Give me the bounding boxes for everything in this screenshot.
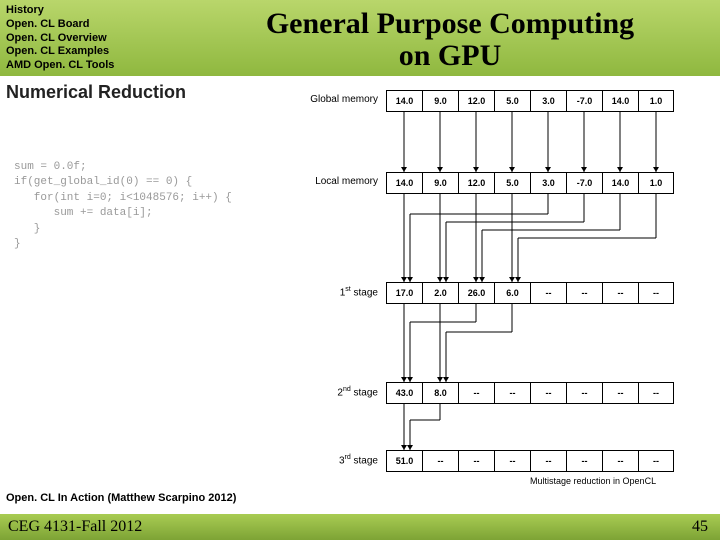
- code-block: sum = 0.0f; if(get_global_id(0) == 0) { …: [14, 160, 232, 252]
- citation: Open. CL In Action (Matthew Scarpino 201…: [6, 492, 236, 504]
- cell: 5.0: [494, 90, 530, 112]
- diagram-caption: Multistage reduction in OpenCL: [530, 476, 656, 486]
- cell: --: [530, 282, 566, 304]
- cell: --: [566, 450, 602, 472]
- cell: 17.0: [386, 282, 422, 304]
- cell: 14.0: [386, 172, 422, 194]
- row-label: Local memory: [300, 176, 378, 187]
- cell: 9.0: [422, 172, 458, 194]
- cell: 8.0: [422, 382, 458, 404]
- title-line2: on GPU: [399, 39, 502, 72]
- cell: 1.0: [638, 90, 674, 112]
- sidebar-links: HistoryOpen. CL BoardOpen. CL OverviewOp…: [6, 4, 114, 73]
- sidebar-link: Open. CL Board: [6, 18, 114, 32]
- cell: --: [422, 450, 458, 472]
- cell: --: [602, 382, 638, 404]
- cell-row: 14.09.012.05.03.0-7.014.01.0: [386, 172, 674, 194]
- row-label: 1st stage: [300, 286, 378, 298]
- cell-row: 17.02.026.06.0--------: [386, 282, 674, 304]
- cell: 2.0: [422, 282, 458, 304]
- sidebar-link: AMD Open. CL Tools: [6, 59, 114, 73]
- cell: --: [566, 382, 602, 404]
- footer-left: CEG 4131-Fall 2012: [8, 518, 142, 536]
- cell: 43.0: [386, 382, 422, 404]
- cell: 12.0: [458, 172, 494, 194]
- cell: --: [602, 450, 638, 472]
- reduction-diagram: Global memory14.09.012.05.03.0-7.014.01.…: [300, 82, 708, 482]
- cell-row: 51.0--------------: [386, 450, 674, 472]
- cell: 51.0: [386, 450, 422, 472]
- cell: --: [494, 450, 530, 472]
- cell: 14.0: [386, 90, 422, 112]
- title-line1: General Purpose Computing: [266, 7, 634, 40]
- cell: --: [638, 382, 674, 404]
- cell: 5.0: [494, 172, 530, 194]
- sidebar-link: History: [6, 4, 114, 18]
- cell-row: 43.08.0------------: [386, 382, 674, 404]
- cell-row: 14.09.012.05.03.0-7.014.01.0: [386, 90, 674, 112]
- cell: --: [530, 382, 566, 404]
- cell: --: [638, 282, 674, 304]
- sidebar-link: Open. CL Overview: [6, 32, 114, 46]
- cell: --: [458, 382, 494, 404]
- page-title: General Purpose Computing on GPU: [200, 8, 700, 71]
- cell: -7.0: [566, 90, 602, 112]
- footer-right: 45: [692, 518, 708, 536]
- sidebar-link: Open. CL Examples: [6, 45, 114, 59]
- section-heading: Numerical Reduction: [6, 82, 186, 103]
- cell: --: [458, 450, 494, 472]
- row-label: Global memory: [300, 94, 378, 105]
- cell: 6.0: [494, 282, 530, 304]
- row-label: 3rd stage: [300, 454, 378, 466]
- cell: --: [638, 450, 674, 472]
- row-label: 2nd stage: [300, 386, 378, 398]
- cell: --: [566, 282, 602, 304]
- cell: --: [602, 282, 638, 304]
- cell: 12.0: [458, 90, 494, 112]
- cell: 26.0: [458, 282, 494, 304]
- cell: 14.0: [602, 172, 638, 194]
- cell: 3.0: [530, 90, 566, 112]
- cell: --: [494, 382, 530, 404]
- cell: 3.0: [530, 172, 566, 194]
- cell: 1.0: [638, 172, 674, 194]
- cell: --: [530, 450, 566, 472]
- cell: -7.0: [566, 172, 602, 194]
- cell: 9.0: [422, 90, 458, 112]
- cell: 14.0: [602, 90, 638, 112]
